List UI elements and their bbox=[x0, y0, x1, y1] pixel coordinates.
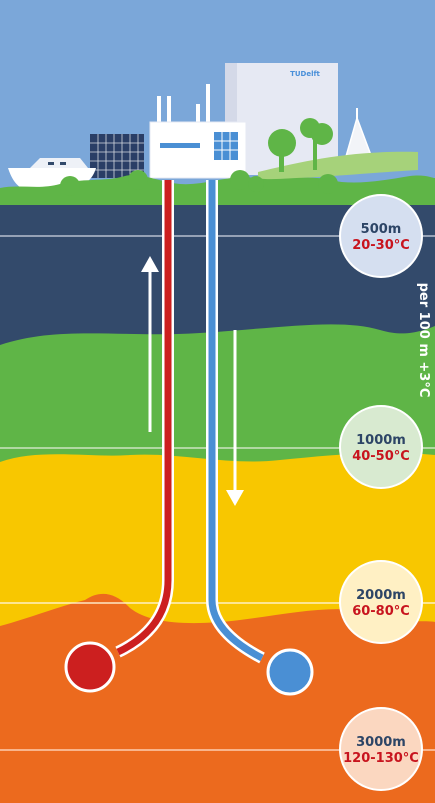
depth-badge-2000: 2000m 60-80°C bbox=[339, 560, 423, 644]
down-arrow bbox=[226, 330, 244, 506]
temperature-label: 40-50°C bbox=[352, 449, 410, 464]
cold-reservoir bbox=[266, 648, 314, 696]
temperature-label: 20-30°C bbox=[352, 238, 410, 253]
depth-badge-500: 500m 20-30°C bbox=[339, 194, 423, 278]
hot-reservoir bbox=[64, 641, 116, 693]
up-arrow bbox=[141, 256, 159, 432]
depth-label: 1000m bbox=[356, 433, 406, 448]
temperature-label: 60-80°C bbox=[352, 604, 410, 619]
tudelft-logo-text: TUDelft bbox=[290, 70, 320, 78]
glass-grid bbox=[90, 134, 144, 178]
plant-window bbox=[214, 132, 238, 160]
depth-label: 3000m bbox=[356, 735, 406, 750]
depth-badge-3000: 3000m 120-130°C bbox=[339, 707, 423, 791]
temperature-label: 120-130°C bbox=[343, 751, 419, 766]
depth-label: 2000m bbox=[356, 588, 406, 603]
hot-pipe bbox=[64, 180, 174, 693]
trees bbox=[268, 118, 333, 172]
depth-label: 500m bbox=[361, 222, 402, 237]
green-roof bbox=[258, 151, 418, 180]
tudelft-logo: TUDelft bbox=[290, 70, 320, 78]
depth-badge-1000: 1000m 40-50°C bbox=[339, 405, 423, 489]
gradient-label: per 100 m +3°C bbox=[416, 283, 431, 398]
cold-pipe bbox=[206, 180, 314, 696]
power-plant bbox=[149, 84, 247, 179]
